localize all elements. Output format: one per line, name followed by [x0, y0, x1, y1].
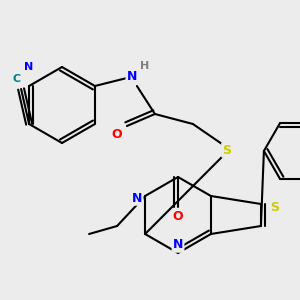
Text: N: N [132, 191, 142, 205]
Text: O: O [173, 211, 183, 224]
Text: S: S [222, 143, 231, 157]
Text: C: C [12, 74, 20, 84]
Text: N: N [25, 62, 34, 72]
Text: N: N [127, 70, 137, 83]
Text: N: N [173, 238, 183, 251]
Text: H: H [140, 61, 149, 71]
Text: S: S [270, 202, 279, 214]
Text: O: O [112, 128, 122, 140]
